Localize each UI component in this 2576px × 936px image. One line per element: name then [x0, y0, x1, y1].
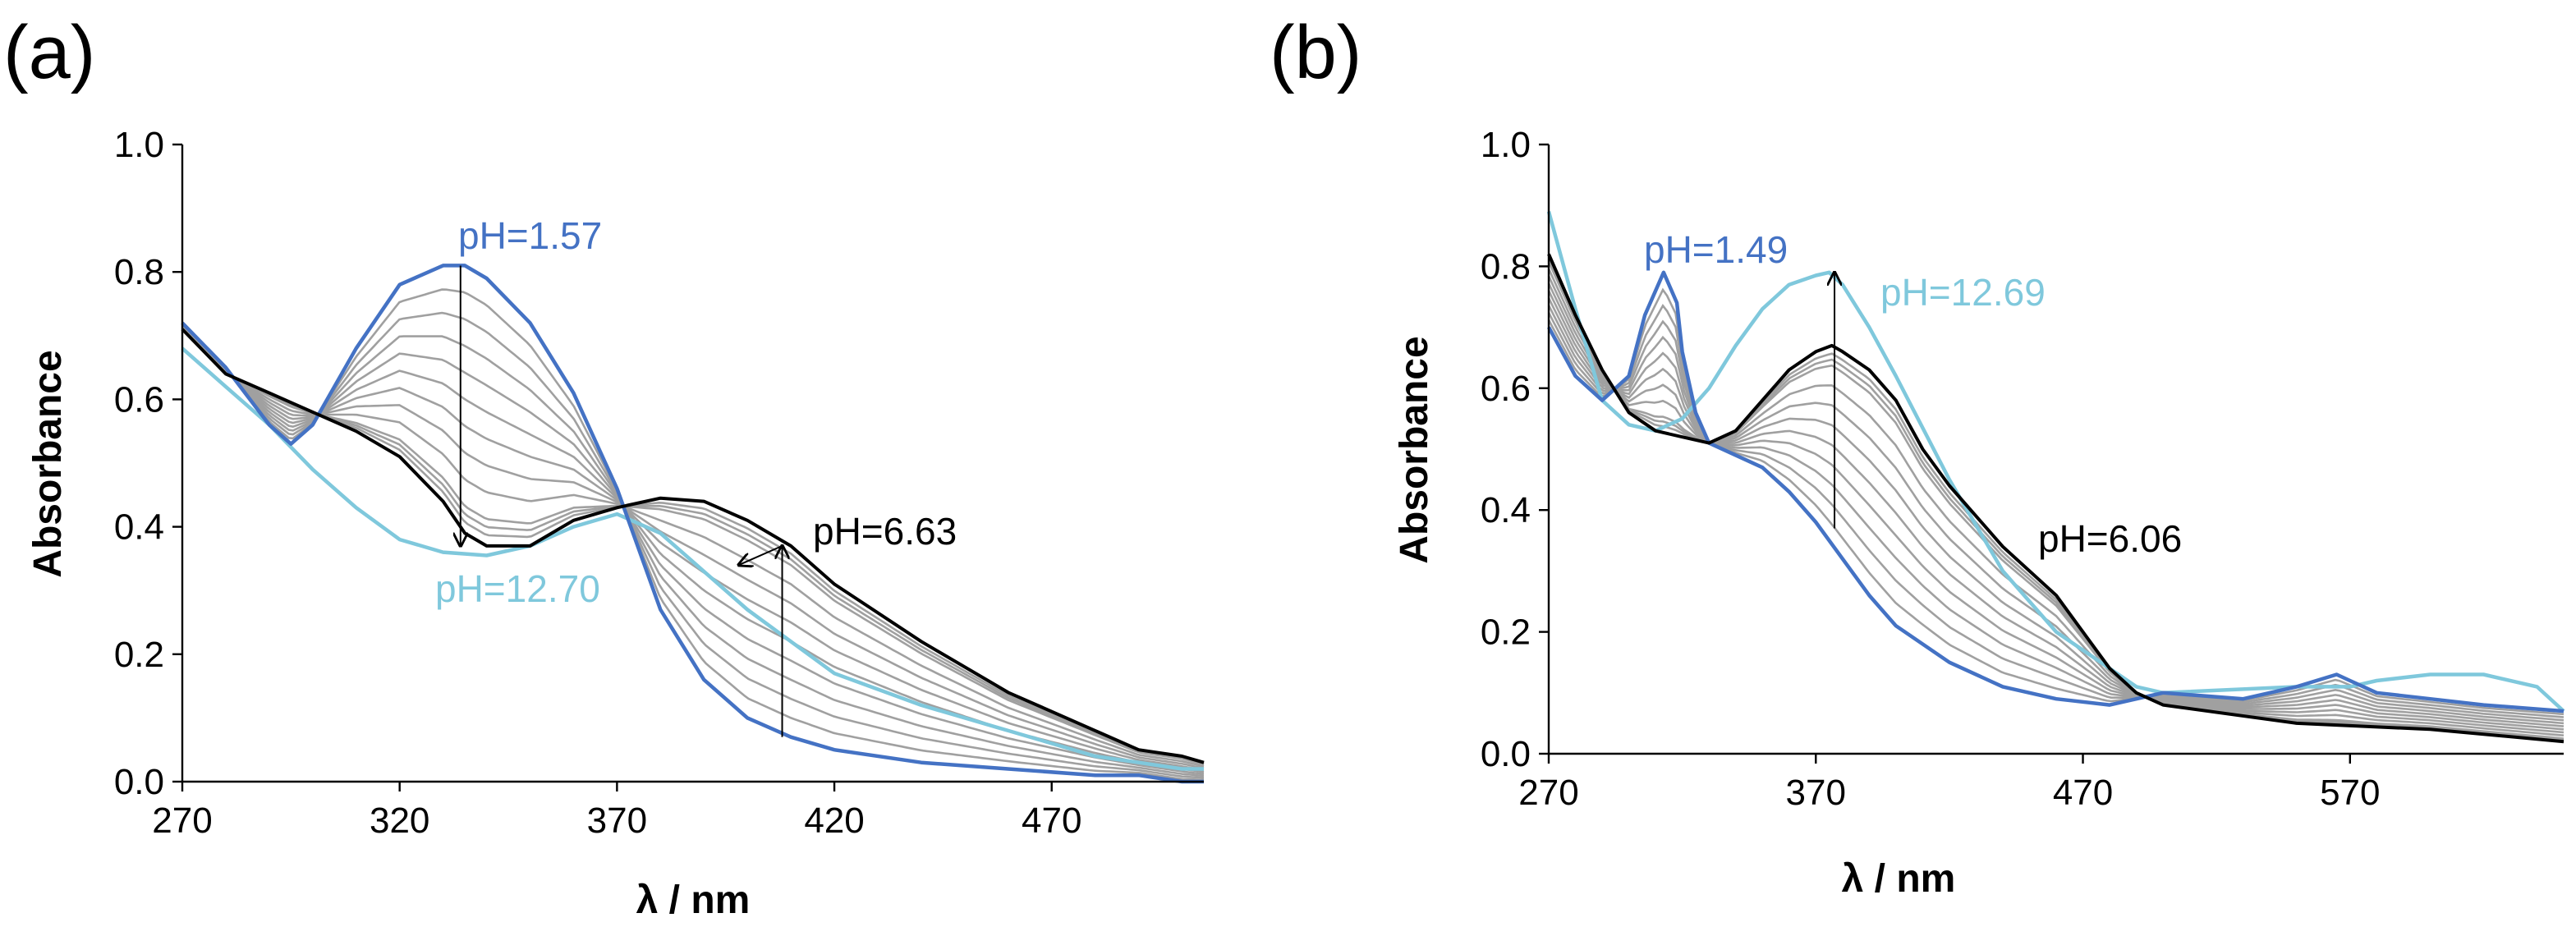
panel-b-y-tick-label: 0.6 [1481, 369, 1531, 409]
panel-a-grey-spectrum-7 [181, 326, 1205, 769]
panel-b-grey-spectrum-2 [1547, 303, 2565, 718]
panel-b-grey-spectrum-4 [1547, 297, 2565, 725]
panel-b-grey-spectrum-6 [1547, 282, 2565, 731]
panel-a-y-tick-label: 0.6 [114, 379, 164, 420]
panel-a-grey-spectrum-2 [181, 311, 1205, 779]
panel-b-y-tick-label: 0.4 [1481, 490, 1531, 530]
panel-a-y-tick-label: 0.8 [114, 252, 164, 292]
panel-a-y-tick-label: 1.0 [114, 125, 164, 165]
panel-a-mid-series [181, 328, 1205, 764]
panel-a-arrow-3 [739, 544, 783, 565]
panel-a-grey-spectrum-4 [181, 324, 1205, 775]
panel-b-acid-label: pH=1.49 [1644, 228, 1788, 271]
panel-b-y-axis-title: Absorbance [1393, 336, 1436, 563]
panel-a-curves [181, 264, 1205, 784]
panel-a-x-tick-label: 320 [370, 801, 429, 841]
panel-a: (a) Absorbance λ / nm 0.0 0.2 0.4 0.6 0.8 1.0… [3, 11, 1205, 922]
panel-b-base-label: pH=12.69 [1880, 271, 2046, 314]
panel-a-grey-spectrum-11 [181, 328, 1205, 764]
panel-b-acid-series [1547, 270, 2565, 713]
panel-b-axes: 0.0 0.2 0.4 0.6 0.8 1.0 270 370 470 570 [1481, 125, 2564, 813]
panel-a-x-tick-label: 270 [152, 801, 212, 841]
panel-a-x-tick-label: 470 [1022, 801, 1081, 841]
panel-b-grey-spectrum-7 [1547, 275, 2565, 734]
panel-b-x-tick-label: 570 [2320, 773, 2380, 813]
panel-b-x-axis-title: λ / nm [1842, 857, 1956, 901]
panel-a-base-series [181, 346, 1204, 771]
panel-b-grey-spectrum-8 [1547, 268, 2565, 736]
panel-a-grey-spectrum-10 [181, 328, 1205, 765]
panel-b-label: (b) [1270, 11, 1361, 94]
panel-a-grey-spectrum-8 [181, 327, 1205, 768]
panel-b-x-tick-label: 370 [1786, 773, 1846, 813]
panel-b-mid-label: pH=6.06 [2038, 517, 2182, 560]
panel-a-base-label: pH=12.70 [435, 567, 600, 610]
panel-a-y-tick-label: 0.4 [114, 507, 164, 548]
panel-a-x-tick-label: 370 [587, 801, 647, 841]
panel-a-grey-spectrum-3 [181, 323, 1205, 778]
panel-a-acid-series [181, 264, 1204, 784]
panel-b-x-tick-label: 470 [2053, 773, 2113, 813]
panel-b-grey-spectrum-1 [1547, 287, 2565, 716]
panel-a-acid-label: pH=1.57 [458, 214, 602, 257]
panel-b-base-series [1546, 211, 2565, 713]
panel-b-y-tick-label: 1.0 [1481, 125, 1531, 165]
panel-b-y-tick-label: 0.8 [1481, 246, 1531, 287]
panel-b-curves [1546, 211, 2565, 744]
panel-a-axes: 0.0 0.2 0.4 0.6 0.8 1.0 270 320 370 420 470 [114, 125, 1204, 841]
panel-a-mid-label: pH=6.63 [813, 510, 957, 553]
panel-a-y-tick-label: 0.2 [114, 635, 164, 675]
panel-b-y-tick-label: 0.0 [1481, 734, 1531, 774]
panel-a-arrows [461, 265, 783, 737]
panel-b-mid-series [1547, 253, 2565, 744]
panel-b: (b) Absorbance λ / nm 0.0 0.2 0.4 0.6 0.8 1.0… [1270, 11, 2565, 901]
panel-a-grey-spectrum-1 [181, 288, 1205, 781]
panel-b-x-tick-label: 270 [1518, 773, 1578, 813]
panel-a-y-tick-label: 0.0 [114, 762, 164, 802]
panel-b-grey-spectrum-5 [1547, 290, 2565, 727]
panel-a-x-tick-label: 420 [804, 801, 864, 841]
panel-a-label: (a) [3, 11, 95, 94]
panel-a-y-axis-title: Absorbance [26, 350, 70, 577]
panel-b-annotations: pH=1.49 pH=12.69 pH=6.06 [1644, 228, 2182, 560]
panel-a-annotations: pH=1.57 pH=12.70 pH=6.63 [435, 214, 957, 610]
panel-b-y-tick-label: 0.2 [1481, 613, 1531, 653]
panel-a-grey-spectrum-9 [181, 328, 1205, 766]
panel-a-x-axis-title: λ / nm [636, 879, 751, 922]
panel-a-grey-spectrum-6 [181, 325, 1205, 772]
